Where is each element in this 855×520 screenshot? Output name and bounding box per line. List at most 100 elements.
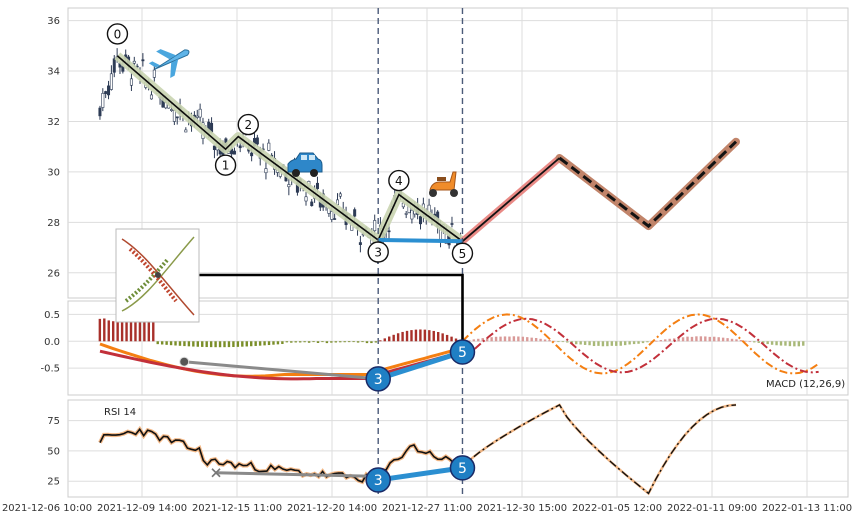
macd-bar	[610, 341, 614, 346]
macd-bar	[232, 341, 235, 347]
candle-body	[104, 91, 108, 94]
macd-bar	[107, 320, 110, 342]
macd-bar	[619, 341, 622, 346]
candle-body	[129, 78, 133, 86]
macd-bar	[721, 337, 725, 342]
macd-bar	[258, 341, 262, 346]
macd-bar	[103, 318, 106, 342]
macd-bar	[192, 341, 195, 347]
x-tick-label: 2021-12-06 10:00	[2, 503, 92, 514]
macd-bar	[263, 341, 266, 346]
macd-bar	[588, 341, 591, 346]
rsi-wave-line	[377, 465, 463, 483]
macd-bar	[129, 321, 133, 342]
macd-bar	[445, 334, 449, 342]
macd-bar	[468, 340, 471, 342]
macd-bar	[307, 341, 311, 343]
macd-bar	[276, 341, 280, 345]
x-tick-label: 2021-12-09 14:00	[97, 503, 187, 514]
macd-divergence	[184, 360, 379, 381]
macd-bar	[655, 340, 658, 342]
macd-bar	[401, 331, 404, 342]
macd-bar	[214, 341, 217, 348]
macd-bar	[98, 318, 102, 342]
wave-label: 4	[395, 174, 403, 188]
y-tick-label: 28	[47, 218, 60, 229]
macd-bar	[454, 338, 458, 342]
macd-bar	[120, 320, 124, 342]
candle-body	[358, 242, 362, 245]
macd-bar	[543, 339, 547, 342]
y-tick-label: -0.5	[40, 364, 60, 375]
thumbnail-icon	[115, 228, 200, 323]
macd-bar	[267, 341, 271, 346]
macd-bar	[672, 338, 676, 342]
macd-bar	[343, 341, 346, 343]
candle-body	[304, 196, 308, 202]
candle-body	[410, 209, 414, 220]
macd-bar	[508, 336, 511, 342]
macd-bar	[205, 341, 208, 348]
macd-bar	[757, 341, 760, 343]
candle-body	[373, 220, 377, 231]
x-tick-label: 2021-12-30 15:00	[477, 503, 567, 514]
macd-bar	[686, 336, 689, 342]
macd-bar	[374, 341, 378, 343]
macd-bar	[690, 336, 694, 342]
macd-bar	[410, 330, 413, 342]
macd-bar	[321, 341, 324, 343]
candle-body	[315, 182, 319, 190]
macd-bar	[766, 341, 769, 345]
candle-body	[255, 137, 259, 145]
rsi-divergence-start	[211, 468, 221, 478]
macd-bar	[583, 341, 587, 345]
macd-bar	[628, 341, 631, 345]
macd-bar	[294, 341, 297, 343]
macd-bar	[396, 333, 400, 342]
macd-bar	[281, 341, 284, 344]
candle-body	[264, 168, 268, 174]
candle-body	[310, 201, 314, 207]
y-tick-label: 30	[47, 167, 60, 178]
support-segment	[378, 238, 463, 244]
candle-body	[387, 230, 391, 233]
macd-bar	[668, 338, 671, 342]
macd-bar	[623, 341, 627, 346]
x-tick-label: 2022-01-05 12:00	[572, 503, 662, 514]
macd-bar	[303, 341, 306, 343]
candle-body	[184, 129, 188, 133]
y-tick-label: 0.0	[44, 337, 60, 348]
macd-bar	[174, 341, 177, 346]
wave-badge-label: 3	[374, 473, 383, 489]
y-tick-label: 26	[47, 268, 60, 279]
support-line	[378, 238, 463, 244]
macd-bar	[730, 338, 734, 342]
macd-bar	[677, 337, 680, 342]
macd-bar	[606, 341, 609, 347]
macd-legend: MACD (12,26,9)	[766, 379, 845, 390]
macd-bar	[361, 341, 364, 343]
macd-bar	[592, 341, 596, 347]
macd-bar	[450, 336, 453, 342]
macd-bar	[392, 334, 395, 342]
macd-bar	[437, 332, 440, 342]
x-tick-label: 2021-12-20 14:00	[287, 503, 377, 514]
candle-body	[238, 145, 242, 149]
candle-body	[212, 145, 216, 150]
macd-bar	[236, 341, 240, 347]
candle-body	[195, 115, 199, 118]
macd-bar	[334, 341, 338, 343]
macd-bar	[521, 336, 524, 342]
macd-bar	[152, 321, 155, 342]
y-tick-label: 36	[47, 16, 60, 27]
macd-bar	[379, 340, 382, 342]
macd-bar	[312, 341, 315, 343]
macd-bar	[165, 341, 168, 345]
y-tick-label: 25	[47, 477, 60, 488]
connector-line	[199, 273, 464, 348]
projection-line	[558, 140, 738, 229]
macd-bar	[552, 340, 556, 342]
wave-label: 2	[244, 118, 252, 132]
candle-body	[141, 59, 145, 62]
wave-badge-label: 5	[458, 345, 467, 361]
